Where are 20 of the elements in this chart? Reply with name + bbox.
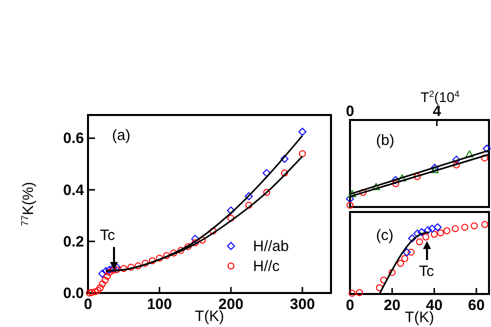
x-axis-title: T$^{2}$(10$^{4}$: [420, 89, 460, 105]
annotation: Tc: [100, 227, 116, 244]
x-tick-label: 0: [346, 297, 354, 314]
legend-label: H//c: [253, 258, 280, 275]
legend-label: H//ab: [253, 238, 289, 255]
annotation: (a): [112, 127, 130, 144]
x-tick-label: 0: [84, 296, 92, 313]
y-tick-label: 0.2: [63, 233, 84, 250]
y-tick-label: 0.4: [63, 182, 85, 199]
x-axis-title: T(K): [194, 308, 224, 325]
x-tick-label: 60: [468, 297, 485, 314]
annotation: (b): [376, 132, 394, 149]
x-tick-label: 100: [146, 296, 172, 313]
x-tick-label: 0: [346, 103, 354, 120]
y-tick-label: 0.6: [63, 130, 84, 148]
x-tick-label: 20: [384, 297, 400, 314]
annotation: (c): [376, 227, 394, 244]
x-tick-label: 300: [290, 296, 315, 313]
annotation: Tc: [419, 263, 434, 280]
y-tick-label: 0.0: [63, 285, 84, 302]
